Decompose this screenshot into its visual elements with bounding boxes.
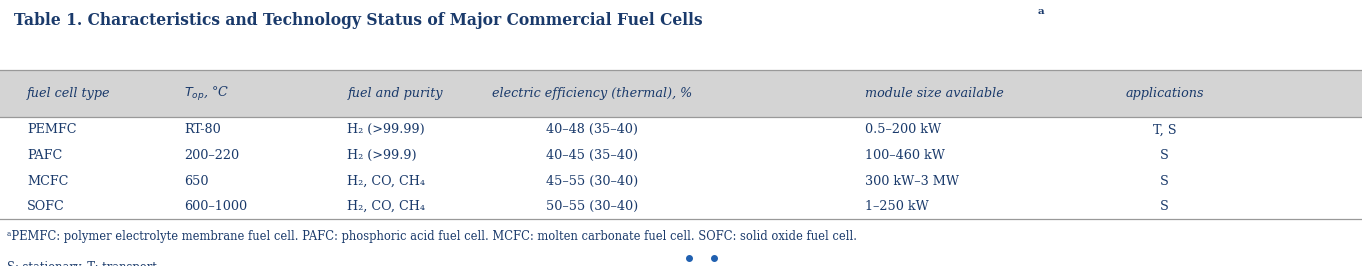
Text: 100–460 kW: 100–460 kW: [865, 149, 945, 162]
Text: 200–220: 200–220: [184, 149, 238, 162]
Text: S: S: [1160, 149, 1169, 162]
Text: S: stationary. T: transport.: S: stationary. T: transport.: [7, 261, 161, 266]
Text: ᵃPEMFC: polymer electrolyte membrane fuel cell. PAFC: phosphoric acid fuel cell.: ᵃPEMFC: polymer electrolyte membrane fue…: [7, 230, 857, 243]
Text: $T_{op}$, °C: $T_{op}$, °C: [184, 85, 229, 103]
Text: a: a: [1038, 7, 1045, 16]
Text: module size available: module size available: [865, 87, 1004, 100]
Text: S: S: [1160, 174, 1169, 188]
Text: PAFC: PAFC: [27, 149, 63, 162]
Text: H₂, CO, CH₄: H₂, CO, CH₄: [347, 200, 425, 213]
Text: 40–48 (35–40): 40–48 (35–40): [546, 123, 639, 136]
Text: 650: 650: [184, 174, 208, 188]
Text: 50–55 (30–40): 50–55 (30–40): [546, 200, 639, 213]
Text: electric efficiency (thermal), %: electric efficiency (thermal), %: [492, 87, 693, 100]
Text: PEMFC: PEMFC: [27, 123, 76, 136]
Text: Table 1. Characteristics and Technology Status of Major Commercial Fuel Cells: Table 1. Characteristics and Technology …: [14, 12, 703, 29]
Text: T, S: T, S: [1152, 123, 1177, 136]
Text: SOFC: SOFC: [27, 200, 65, 213]
Text: H₂ (>99.99): H₂ (>99.99): [347, 123, 425, 136]
Text: H₂, CO, CH₄: H₂, CO, CH₄: [347, 174, 425, 188]
Text: RT-80: RT-80: [184, 123, 221, 136]
Text: fuel cell type: fuel cell type: [27, 87, 110, 100]
Text: 600–1000: 600–1000: [184, 200, 247, 213]
Text: 1–250 kW: 1–250 kW: [865, 200, 929, 213]
Text: MCFC: MCFC: [27, 174, 68, 188]
Text: 40–45 (35–40): 40–45 (35–40): [546, 149, 639, 162]
Text: 45–55 (30–40): 45–55 (30–40): [546, 174, 639, 188]
Text: fuel and purity: fuel and purity: [347, 87, 443, 100]
Text: 0.5–200 kW: 0.5–200 kW: [865, 123, 941, 136]
Text: H₂ (>99.9): H₂ (>99.9): [347, 149, 417, 162]
Bar: [0, 70, 1362, 117]
Text: applications: applications: [1125, 87, 1204, 100]
Text: 300 kW–3 MW: 300 kW–3 MW: [865, 174, 959, 188]
Text: S: S: [1160, 200, 1169, 213]
